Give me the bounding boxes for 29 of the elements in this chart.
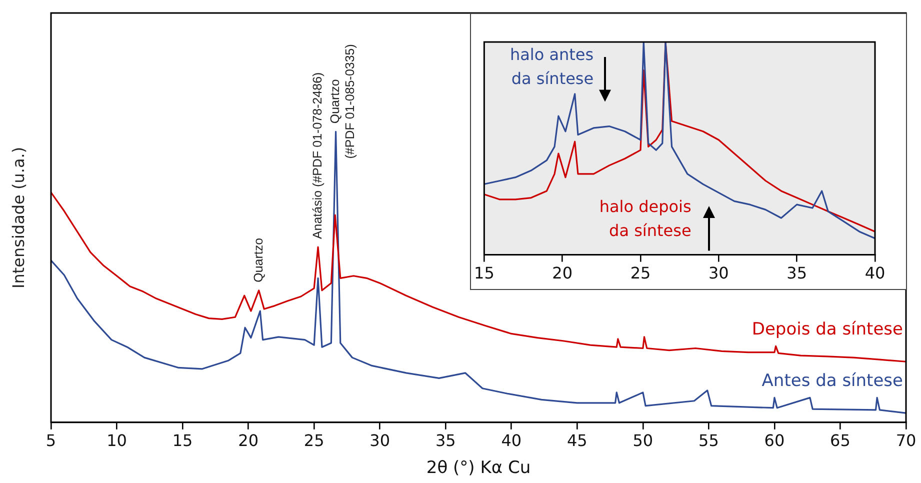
x-tick-label: 35 [786,264,808,283]
series-label: Depois da síntese [752,320,903,340]
x-tick-label: 25 [304,431,324,450]
x-tick-label: 30 [370,431,390,450]
annotation: halo antes da síntese [510,44,594,88]
x-tick-label: 25 [630,264,651,283]
x-axis-title: 2θ (°) Kα Cu [426,458,531,478]
x-tick-label: 5 [46,431,56,450]
x-tick-label: 50 [632,431,654,450]
x-tick-label: 35 [435,431,456,450]
x-tick-label: 40 [864,264,886,283]
annotation: Anatásio (#PDF 01-078-2486) [310,72,324,240]
x-tick-label: 70 [896,431,916,450]
x-tick-label: 10 [106,431,127,450]
x-tick-label: 15 [474,264,494,283]
annotation: halo depois da síntese [599,197,692,240]
x-tick-label: 60 [764,431,785,450]
x-tick-label: 65 [830,431,850,450]
y-axis-title: Intensidade (u.a.) [9,146,28,288]
x-tick-label: 45 [566,431,588,450]
series-label: Antes da síntese [762,371,903,392]
annotation: Quartzo (#PDF 01-085-0335) [328,44,358,159]
x-tick-label: 55 [698,431,719,450]
x-tick-label: 20 [552,264,573,283]
x-tick-label: 15 [172,431,193,450]
x-tick-label: 30 [708,264,729,283]
annotation: Quartzo [251,238,266,282]
x-tick-label: 40 [501,431,522,450]
x-tick-label: 20 [238,431,258,450]
